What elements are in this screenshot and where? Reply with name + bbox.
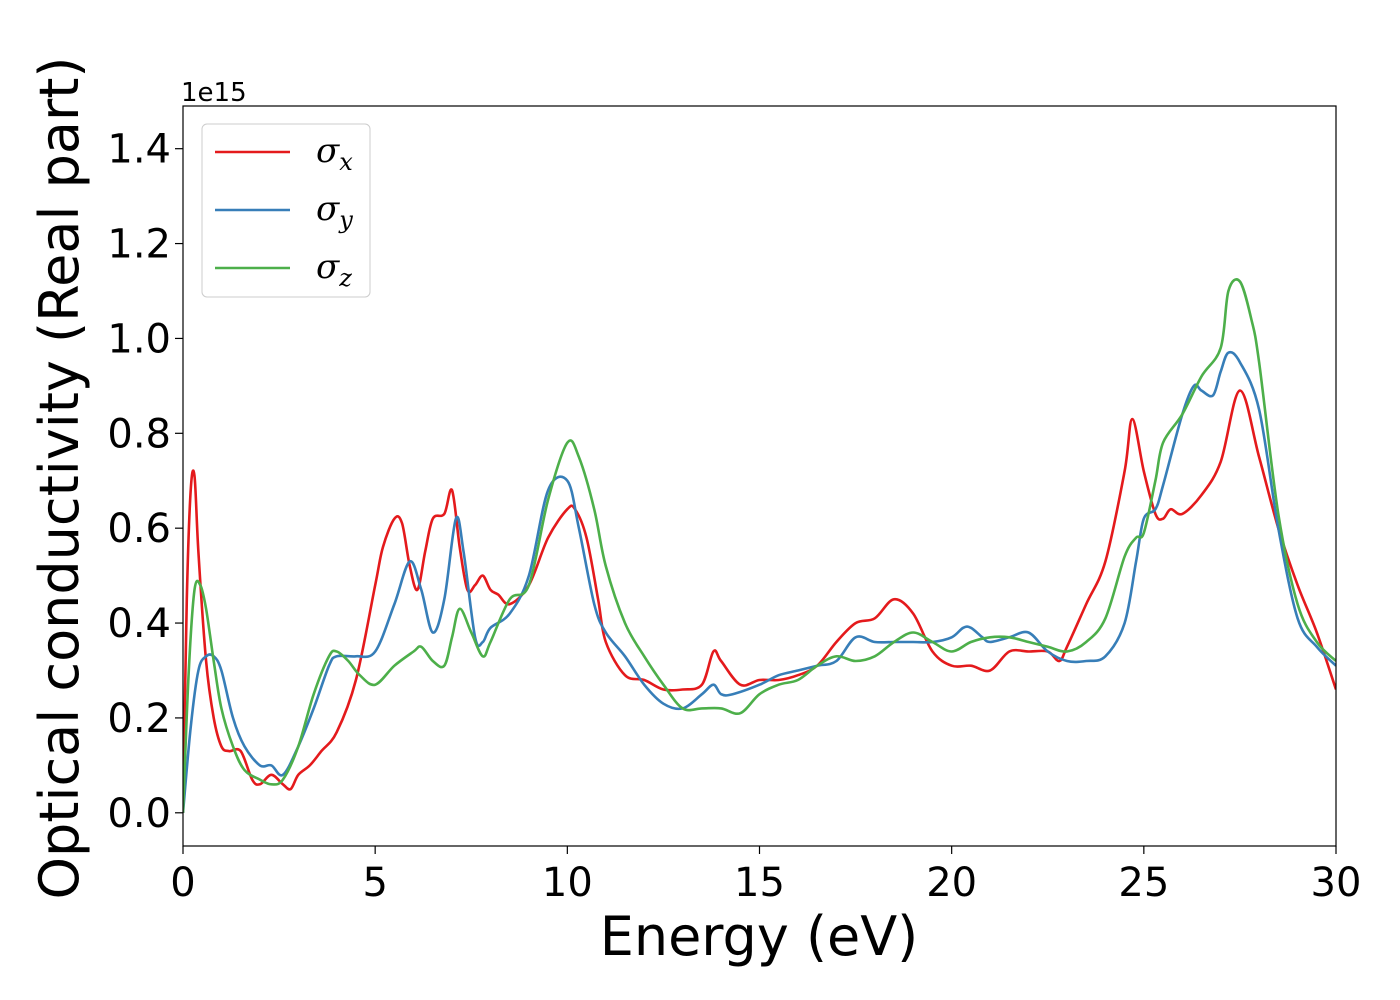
series-line-sigma-y (183, 350, 1336, 813)
x-axis: 0 5 10 15 20 25 30 (170, 846, 1361, 906)
x-tick-label: 25 (1118, 860, 1169, 906)
x-tick-label: 0 (170, 860, 195, 906)
x-tick-label: 30 (1311, 860, 1362, 906)
x-tick-label: 15 (734, 860, 785, 906)
y-tick-label: 0.2 (107, 696, 171, 742)
y-tick-label: 0.0 (107, 791, 171, 837)
y-tick-label: 1.4 (107, 127, 171, 173)
series-line-sigma-x (183, 389, 1336, 813)
y-tick-label: 0.8 (107, 411, 171, 457)
x-tick-label: 10 (542, 860, 593, 906)
series-layer (183, 278, 1336, 813)
y-axis-label: Optical conductivity (Real part) (28, 57, 91, 900)
x-tick-label: 5 (362, 860, 387, 906)
x-tick-label: 20 (926, 860, 977, 906)
x-axis-label: Energy (eV) (600, 905, 919, 968)
legend-label-sigma-y: σy (316, 189, 353, 234)
series-line-sigma-z (183, 278, 1336, 813)
legend-label-sigma-x: σx (316, 131, 353, 176)
y-tick-label: 1.2 (107, 222, 171, 268)
y-tick-label: 0.6 (107, 506, 171, 552)
y-offset-label: 1e15 (181, 78, 247, 108)
y-tick-label: 0.4 (107, 601, 171, 647)
y-axis: 0.0 0.2 0.4 0.6 0.8 1.0 1.2 1.4 (107, 127, 183, 837)
y-tick-label: 1.0 (107, 316, 171, 362)
